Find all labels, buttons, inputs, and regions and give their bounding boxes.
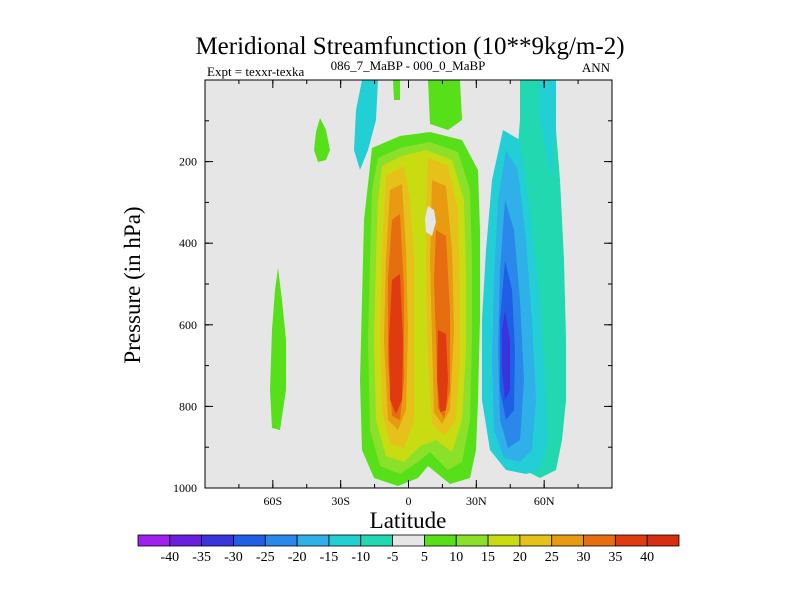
- colorbar-swatch: [392, 534, 425, 547]
- contour-fill-group: [270, 80, 566, 486]
- x-tick-label: 60N: [534, 494, 555, 508]
- colorbar-swatch: [169, 534, 203, 547]
- colorbar-swatch: [296, 534, 330, 547]
- colorbar-label: 30: [577, 550, 591, 565]
- y-tick-label: 200: [179, 155, 197, 169]
- colorbar-label: -40: [160, 550, 179, 565]
- x-tick-label: 30S: [331, 494, 350, 508]
- center-subtitle: 086_7_MaBP - 000_0_MaBP: [331, 58, 486, 73]
- contour-neg-10: [538, 80, 556, 180]
- colorbar-label: -30: [224, 550, 243, 565]
- colorbar-swatch: [328, 534, 362, 547]
- contour-pos-blob-b: [270, 268, 286, 430]
- colorbar-label: -10: [351, 550, 370, 565]
- left-subtitle: Expt = texxr-texka: [207, 64, 305, 79]
- colorbar-swatch: [233, 534, 266, 547]
- colorbar-swatch: [519, 534, 553, 547]
- colorbar-label: -25: [256, 550, 275, 565]
- colorbar-swatch: [137, 534, 171, 547]
- colorbar-label: -15: [320, 550, 339, 565]
- x-tick-label: 30N: [466, 494, 487, 508]
- x-tick-label: 60S: [263, 494, 282, 508]
- colorbar-label: 20: [513, 550, 527, 565]
- colorbar-label: -35: [192, 550, 211, 565]
- colorbar-swatch: [614, 534, 648, 547]
- contour-pos-blob-d: [393, 80, 400, 100]
- y-tick-label: 1000: [173, 481, 197, 495]
- colorbar-swatch: [551, 534, 584, 547]
- contour-neg-10c: [354, 80, 378, 170]
- contour-pos-35b: [437, 330, 448, 412]
- contour-pos-blob-a: [314, 118, 330, 162]
- x-axis-ticks: 60S 30S 0 30N 60N: [204, 80, 613, 508]
- colorbar-swatch: [264, 534, 298, 547]
- colorbar: -40 -35 -30 -25 -20 -15 -10 -5 5 10 15 20 25 30 35 40: [137, 534, 680, 565]
- colorbar-swatch: [455, 534, 489, 547]
- colorbar-label: 15: [481, 550, 495, 565]
- colorbar-swatch: [646, 534, 680, 547]
- x-axis-title: Latitude: [370, 508, 447, 533]
- colorbar-swatch: [583, 534, 616, 547]
- colorbar-swatch: [360, 534, 393, 547]
- colorbar-swatch: [424, 534, 457, 547]
- colorbar-label: 40: [640, 550, 654, 565]
- colorbar-label: 10: [449, 550, 463, 565]
- colorbar-swatch: [487, 534, 521, 547]
- y-tick-label: 800: [179, 399, 197, 413]
- right-subtitle: ANN: [582, 60, 611, 75]
- y-tick-label: 400: [179, 236, 197, 250]
- chart-title: Meridional Streamfunction (10**9kg/m-2): [195, 33, 624, 60]
- x-tick-label: 0: [406, 494, 412, 508]
- contour-neg-30: [502, 310, 510, 400]
- y-axis-ticks: 200 400 600 800 1000: [173, 120, 612, 495]
- colorbar-label: 35: [608, 550, 622, 565]
- colorbar-label: -5: [387, 550, 399, 565]
- contour-gap: [425, 206, 436, 236]
- colorbar-label: 5: [421, 550, 428, 565]
- contour-pos-blob-c: [428, 80, 462, 130]
- colorbar-label: -20: [288, 550, 307, 565]
- y-tick-label: 600: [179, 318, 197, 332]
- colorbar-label: 25: [545, 550, 559, 565]
- colorbar-swatch: [201, 534, 234, 547]
- y-axis-title: Pressure (in hPa): [120, 206, 145, 363]
- contour-pos-35: [389, 274, 403, 414]
